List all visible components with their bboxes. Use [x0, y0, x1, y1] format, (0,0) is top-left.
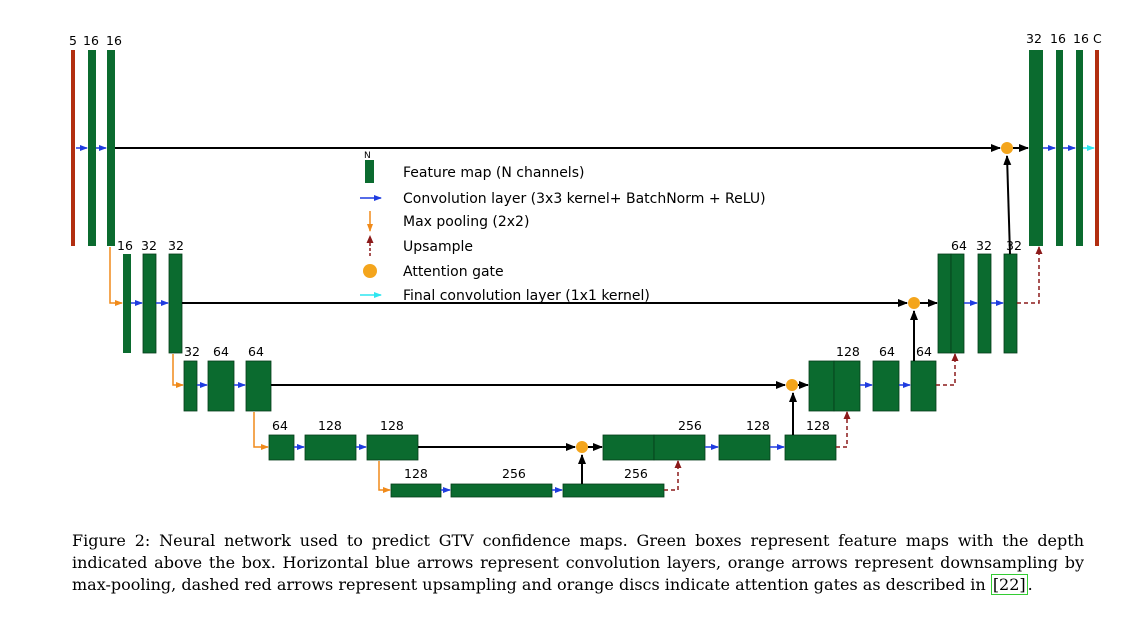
feature-map — [1056, 50, 1063, 246]
channel-label: 64 — [248, 344, 264, 359]
level1-encoder — [71, 50, 115, 246]
maxpool-arrow — [172, 354, 184, 388]
legend-attention: Attention gate — [403, 264, 504, 280]
level2-encoder — [123, 253, 183, 354]
feature-map — [390, 483, 442, 498]
caption-end: . — [1027, 575, 1033, 594]
level3-decoder — [808, 360, 937, 412]
channel-label: 256 — [624, 466, 648, 481]
channel-label: 128 — [806, 418, 830, 433]
input-map — [71, 50, 75, 246]
level5-bottleneck — [390, 483, 665, 498]
legend-feature-map: Feature map (N channels) — [403, 165, 584, 181]
feature-map — [142, 253, 157, 354]
level3-encoder — [183, 360, 272, 412]
channel-label: 32 — [184, 344, 200, 359]
feature-map — [784, 434, 837, 461]
feature-map — [1036, 50, 1043, 246]
level1-decoder — [1029, 50, 1099, 246]
feature-map — [450, 483, 553, 498]
channel-label: 256 — [678, 418, 702, 433]
legend-convolution: Convolution layer (3x3 kernel+ BatchNorm… — [403, 191, 766, 207]
caption-text: Figure 2: Neural network used to predict… — [72, 531, 1084, 594]
level2-decoder — [937, 253, 1018, 354]
level4-encoder — [268, 434, 419, 461]
channel-label: 32 — [1026, 31, 1042, 46]
channel-label: 128 — [404, 466, 428, 481]
level4-decoder — [602, 434, 837, 461]
channel-label: 128 — [836, 344, 860, 359]
level1-labels: 5 16 16 — [69, 33, 122, 48]
upsample-arrow — [936, 353, 959, 386]
citation-link[interactable]: [22] — [990, 574, 1028, 595]
channel-label: 16 — [1050, 31, 1066, 46]
channel-label: 16 — [1073, 31, 1089, 46]
attention-gate — [1001, 142, 1013, 154]
channel-label: 64 — [951, 238, 967, 253]
channel-label: 16 — [117, 238, 133, 253]
maxpool-arrow — [378, 461, 391, 493]
maxpool-arrow — [109, 247, 123, 306]
feature-map — [833, 360, 861, 412]
legend-final-conv: Final convolution layer (1x1 kernel) — [403, 288, 650, 304]
feature-map — [88, 50, 96, 246]
channel-label: 5 — [69, 33, 77, 48]
output-map — [1095, 50, 1099, 246]
channel-label: 32 — [976, 238, 992, 253]
attention-gate — [576, 441, 588, 453]
feature-map — [366, 434, 419, 461]
feature-map — [977, 253, 992, 354]
feature-map — [183, 360, 198, 412]
channel-label: 16 — [106, 33, 122, 48]
feature-map — [653, 434, 706, 461]
legend-attention-icon — [363, 264, 377, 278]
channel-label: 128 — [318, 418, 342, 433]
upsample-arrow — [1017, 246, 1043, 304]
maxpool-arrow — [253, 412, 269, 450]
gating-signal — [1003, 155, 1012, 255]
channel-label: 64 — [879, 344, 895, 359]
feature-map — [872, 360, 900, 412]
channel-label: 16 — [83, 33, 99, 48]
channel-label: 64 — [916, 344, 932, 359]
unet-diagram: 5 16 16 16 32 32 32 64 64 64 128 128 128… — [69, 31, 1102, 498]
channel-label: C — [1093, 31, 1102, 46]
channel-label: 64 — [272, 418, 288, 433]
feature-map — [268, 434, 295, 461]
feature-map — [304, 434, 357, 461]
legend-feature-map-icon — [365, 160, 374, 183]
feature-map — [910, 360, 937, 412]
feature-map — [245, 360, 272, 412]
feature-map — [1003, 253, 1018, 354]
channel-label: 128 — [380, 418, 404, 433]
channel-label: 128 — [746, 418, 770, 433]
attention-gate — [908, 297, 920, 309]
feature-map — [808, 360, 835, 412]
feature-map — [107, 50, 115, 246]
figure-caption: Figure 2: Neural network used to predict… — [72, 530, 1084, 596]
feature-map — [602, 434, 655, 461]
legend: N Feature map (N channels) Convolution l… — [360, 151, 766, 304]
feature-map — [207, 360, 235, 412]
feature-map — [718, 434, 771, 461]
upsample-arrow — [836, 411, 851, 448]
attention-gate — [786, 379, 798, 391]
channel-label: 32 — [168, 238, 184, 253]
feature-map — [937, 253, 952, 354]
channel-label: 256 — [502, 466, 526, 481]
legend-max-pooling: Max pooling (2x2) — [403, 214, 529, 230]
feature-map — [1029, 50, 1036, 246]
feature-map — [1076, 50, 1083, 246]
channel-label: 32 — [141, 238, 157, 253]
legend-upsample: Upsample — [403, 239, 473, 255]
legend-feature-map-glyph: N — [364, 151, 371, 161]
feature-map — [123, 254, 131, 353]
feature-map — [562, 483, 665, 498]
channel-label: 64 — [213, 344, 229, 359]
feature-map — [168, 253, 183, 354]
feature-map — [950, 253, 965, 354]
channel-label: 32 — [1006, 238, 1022, 253]
upsample-arrow — [664, 460, 682, 491]
